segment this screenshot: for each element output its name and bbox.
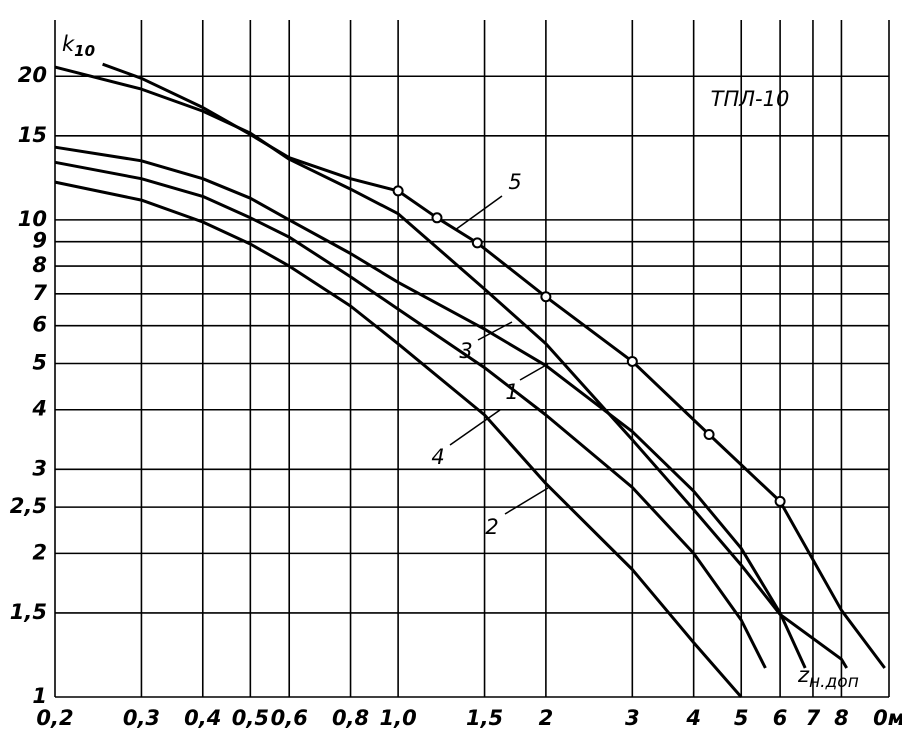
leader-line: [477, 321, 513, 341]
x-axis-label-sub: н.доп: [809, 672, 859, 692]
x-tick-label: 0,3: [123, 706, 160, 730]
x-axis-label-main: z: [797, 663, 810, 687]
x-tick-label: 0м: [873, 706, 902, 730]
x-tick-label: 0,5: [232, 706, 269, 730]
x-tick-label: 6: [773, 706, 788, 730]
y-tick-label: 20: [18, 63, 47, 87]
leader-line: [504, 487, 549, 515]
y-axis-label-main: k: [62, 32, 75, 56]
x-tick-label: 0,8: [332, 706, 369, 730]
data-point: [392, 185, 404, 197]
x-tick-label: 3: [625, 706, 640, 730]
y-tick-label: 15: [18, 123, 47, 147]
data-point: [703, 428, 715, 440]
leader-line: [519, 363, 549, 381]
data-point: [774, 495, 786, 507]
y-tick-label: 3: [32, 456, 47, 480]
y-axis-label: k10: [62, 32, 95, 60]
x-tick-label: 1,5: [466, 706, 503, 730]
x-tick-label: 5: [734, 706, 749, 730]
x-tick-label: 4: [685, 706, 701, 730]
y-tick-label: 2: [32, 540, 47, 564]
y-tick-label: 1: [32, 684, 47, 708]
y-axis-label-sub: 10: [74, 42, 95, 60]
x-tick-label: 1,0: [380, 706, 417, 730]
data-point: [540, 291, 552, 303]
curve: [54, 160, 767, 669]
x-tick-label: 0,2: [36, 706, 73, 730]
x-axis-label: zн.доп: [797, 663, 859, 692]
y-tick-label: 9: [32, 229, 47, 253]
x-tick-label: 7: [806, 706, 821, 730]
y-tick-label: 1,5: [10, 600, 47, 624]
data-point: [431, 212, 443, 224]
x-tick-label: 0,6: [271, 706, 308, 730]
curve: [54, 65, 848, 669]
x-tick-label: 2: [539, 706, 554, 730]
x-tick-label: 8: [834, 706, 849, 730]
y-tick-label: 2,5: [10, 494, 47, 518]
y-tick-label: 4: [31, 397, 47, 421]
y-tick-label: 7: [32, 281, 47, 305]
data-point: [471, 237, 483, 249]
curve: [54, 145, 807, 669]
curve-label: 2: [485, 515, 498, 539]
annotation: ТПЛ-10: [711, 87, 790, 111]
leader-line: [454, 195, 503, 231]
leader-line: [449, 409, 501, 446]
y-tick-label: 5: [32, 351, 47, 375]
data-point: [626, 355, 638, 367]
curve-label: 5: [508, 170, 521, 194]
y-tick-label: 10: [18, 207, 47, 231]
curve-label: 4: [431, 445, 444, 469]
x-tick-label: 0,4: [184, 706, 221, 730]
y-tick-label: 6: [32, 313, 47, 337]
curve: [54, 180, 743, 698]
y-tick-label: 8: [32, 253, 47, 277]
